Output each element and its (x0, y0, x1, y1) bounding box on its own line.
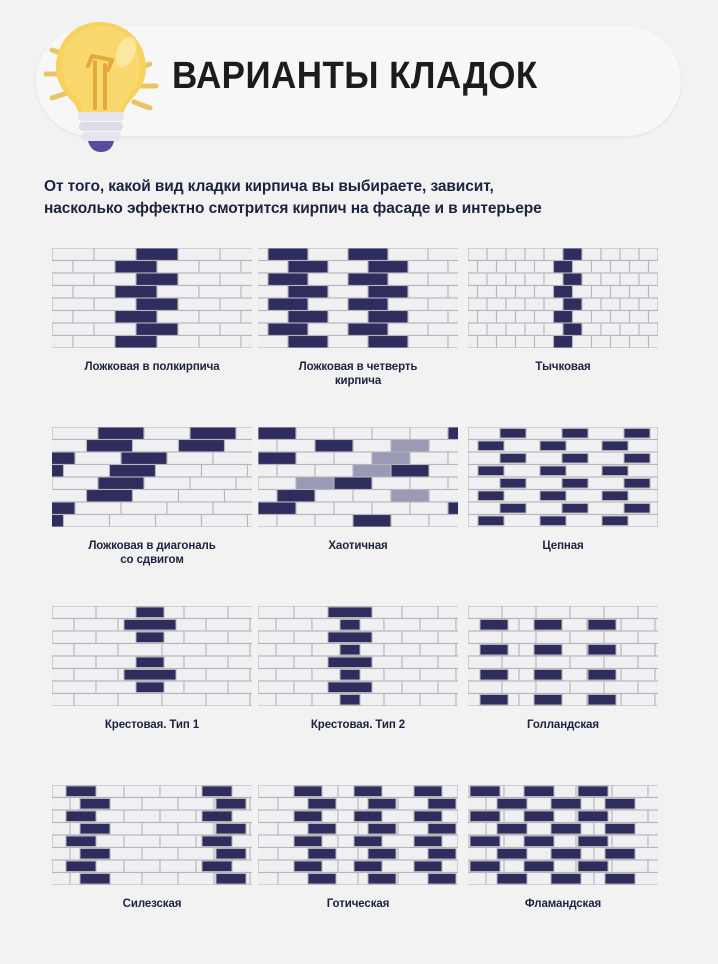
pattern-caption: Крестовая. Тип 2 (258, 718, 458, 732)
pattern-label: Ложковая в полкирпича (84, 361, 220, 373)
pattern-caption: Ложковая в четверть кирпича (258, 360, 458, 389)
pattern-card-tychkovaya[interactable]: Тычковая (468, 248, 678, 373)
pattern-card-lozhkovaya-v-polkirpicha[interactable]: Ложковая в полкирпича (52, 248, 262, 373)
pattern-diagram (258, 248, 458, 348)
pattern-label: Тычковая (535, 361, 591, 373)
pattern-label-line2: кирпича (334, 375, 382, 388)
pattern-diagram (258, 785, 458, 885)
pattern-label-line2: со сдвигом (120, 554, 184, 567)
pattern-card-krestovaya-tip-1[interactable]: Крестовая. Тип 1 (52, 606, 262, 731)
pattern-diagram (258, 606, 458, 706)
pattern-card-lozhkovaya-v-diagonal-so-sdvigom[interactable]: Ложковая в диагональ со сдвигом (52, 427, 262, 566)
pattern-row: Ложковая в диагональ со сдвигом Хаотична… (0, 427, 718, 606)
pattern-caption: Крестовая. Тип 1 (52, 718, 252, 732)
pattern-caption: Ложковая в полкирпича (52, 360, 252, 374)
pattern-diagram (52, 606, 252, 706)
pattern-caption: Силезская (52, 897, 252, 911)
pattern-caption: Готическая (258, 897, 458, 911)
header: ВАРИАНТЫ КЛАДОК (0, 0, 718, 152)
pattern-diagram (468, 248, 658, 348)
pattern-diagram (468, 427, 658, 527)
pattern-label: Готическая (326, 898, 390, 910)
pattern-diagram (468, 785, 658, 885)
pattern-diagram (52, 248, 252, 348)
pattern-card-flamandskaya[interactable]: Фламандская (468, 785, 678, 910)
pattern-row: Крестовая. Тип 1 Крестовая. Тип 2 Голлан… (0, 606, 718, 785)
pattern-card-goticheskaya[interactable]: Готическая (258, 785, 468, 910)
pattern-caption: Тычковая (468, 360, 658, 374)
pattern-caption: Хаотичная (258, 539, 458, 553)
subtitle: От того, какой вид кладки кирпича вы выб… (44, 176, 684, 221)
pattern-row: Ложковая в полкирпича Ложковая в четверт… (0, 248, 718, 427)
pattern-label: Хаотичная (328, 540, 388, 552)
pattern-card-silezskaya[interactable]: Силезская (52, 785, 262, 910)
pattern-card-gollandskaya[interactable]: Голландская (468, 606, 678, 731)
pattern-label: Крестовая. Тип 2 (310, 719, 406, 731)
pattern-card-cepnaya[interactable]: Цепная (468, 427, 678, 552)
pattern-label: Голландская (527, 719, 599, 731)
pattern-diagram (52, 785, 252, 885)
pattern-diagram (468, 606, 658, 706)
pattern-caption: Голландская (468, 718, 658, 732)
pattern-caption: Ложковая в диагональ со сдвигом (52, 539, 252, 568)
pattern-diagram (52, 427, 252, 527)
subtitle-line-2: насколько эффектно смотрится кирпич на ф… (44, 200, 542, 218)
pattern-caption: Фламандская (468, 897, 658, 911)
pattern-label: Цепная (542, 540, 584, 552)
pattern-label: Фламандская (524, 898, 602, 910)
pattern-caption: Цепная (468, 539, 658, 553)
pattern-label: Силезская (122, 898, 182, 910)
pattern-label: Ложковая в четверть (298, 361, 418, 373)
pattern-diagram (258, 427, 458, 527)
pattern-row: Силезская Готическая Фламандская (0, 785, 718, 964)
pattern-card-lozhkovaya-v-chetvert-kirpicha[interactable]: Ложковая в четверть кирпича (258, 248, 468, 387)
pattern-grid: Ложковая в полкирпича Ложковая в четверт… (0, 248, 718, 964)
pattern-card-krestovaya-tip-2[interactable]: Крестовая. Тип 2 (258, 606, 468, 731)
pattern-label: Крестовая. Тип 1 (104, 719, 200, 731)
subtitle-line-1: От того, какой вид кладки кирпича вы выб… (44, 178, 494, 195)
pattern-label: Ложковая в диагональ (88, 540, 216, 552)
page-title: ВАРИАНТЫ КЛАДОК (172, 55, 538, 97)
pattern-card-haotichnaya[interactable]: Хаотичная (258, 427, 468, 552)
lightbulb-icon (38, 12, 168, 152)
